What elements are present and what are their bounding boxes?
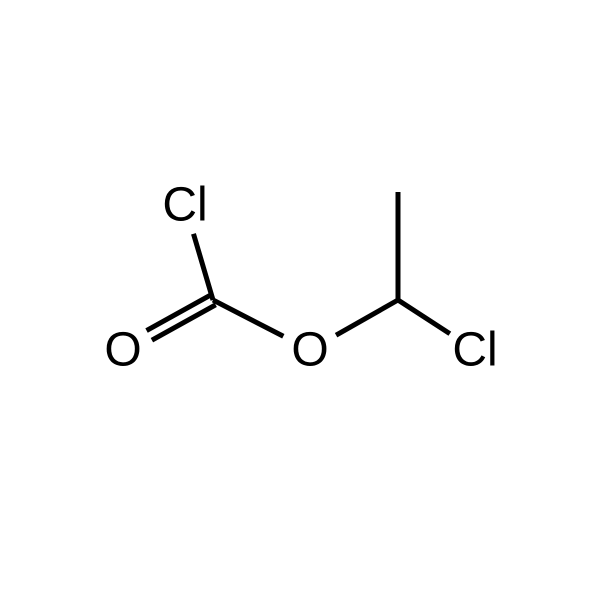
atom-label-Cl1: Cl — [162, 179, 207, 232]
molecule-diagram: Cl O O Cl — [0, 0, 600, 600]
bond — [398, 300, 450, 334]
bond — [193, 234, 213, 300]
bond — [336, 300, 398, 335]
atom-label-O_db: O — [104, 324, 141, 377]
atom-label-Cl2: Cl — [452, 324, 497, 377]
atom-label-O_s: O — [291, 324, 328, 377]
bond — [213, 300, 283, 336]
